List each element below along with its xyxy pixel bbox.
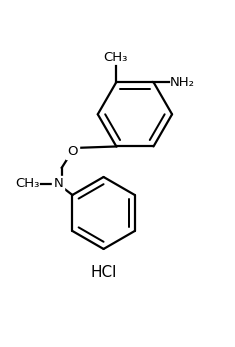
Text: NH₂: NH₂ <box>170 76 195 88</box>
Text: O: O <box>67 145 78 158</box>
Text: HCl: HCl <box>90 265 117 280</box>
Text: CH₃: CH₃ <box>15 177 40 191</box>
Text: CH₃: CH₃ <box>103 51 127 64</box>
Text: N: N <box>53 177 63 191</box>
